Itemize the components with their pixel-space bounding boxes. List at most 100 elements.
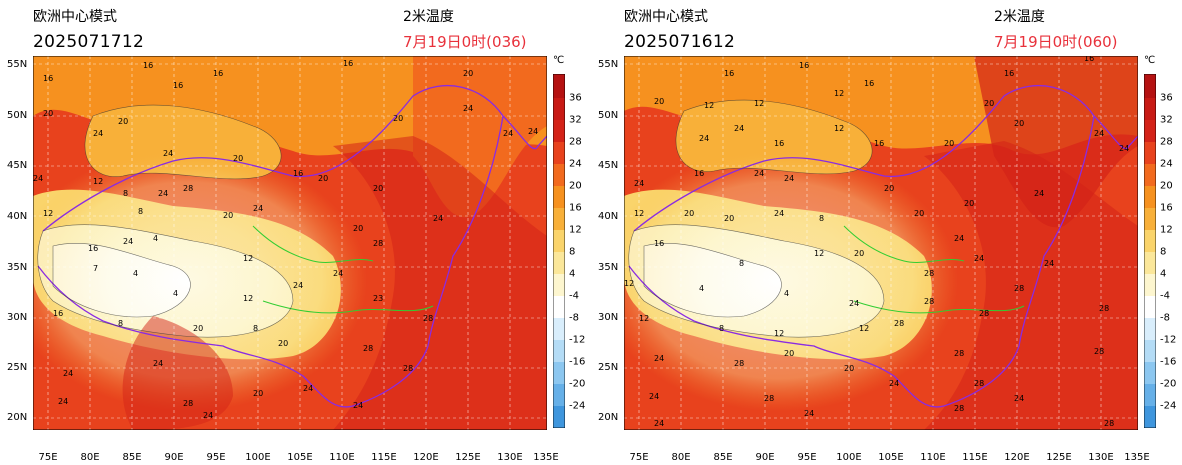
svg-text:20: 20 — [373, 184, 383, 193]
svg-text:28: 28 — [894, 319, 904, 328]
svg-text:28: 28 — [373, 239, 383, 248]
svg-text:8: 8 — [123, 189, 128, 198]
svg-text:24: 24 — [33, 174, 43, 183]
svg-text:24: 24 — [734, 124, 744, 133]
svg-text:8: 8 — [253, 324, 258, 333]
svg-text:20: 20 — [223, 211, 233, 220]
svg-text:12: 12 — [774, 329, 784, 338]
lon-label: 80E — [671, 452, 691, 463]
svg-text:24: 24 — [93, 129, 103, 138]
svg-text:12: 12 — [243, 254, 253, 263]
colorbar-label: -20 — [569, 378, 586, 390]
svg-text:28: 28 — [183, 399, 193, 408]
svg-text:24: 24 — [1034, 189, 1044, 198]
colorbar-label: 20 — [1160, 180, 1173, 192]
svg-text:24: 24 — [463, 104, 473, 113]
svg-text:24: 24 — [634, 179, 644, 188]
panel-right: 欧洲中心模式 2025071612 2米温度 7月19日0时(060) — [591, 0, 1182, 465]
east-china-hot — [924, 141, 1138, 430]
lon-label: 110E — [329, 452, 355, 463]
svg-text:24: 24 — [1119, 144, 1129, 153]
colorbar-label: 12 — [569, 224, 582, 236]
svg-text:12: 12 — [639, 314, 649, 323]
svg-text:4: 4 — [153, 234, 158, 243]
colorbar-label: -4 — [569, 290, 579, 302]
svg-text:12: 12 — [814, 249, 824, 258]
svg-text:28: 28 — [924, 297, 934, 306]
svg-text:28: 28 — [954, 404, 964, 413]
colorbar-unit: ℃ — [1144, 55, 1156, 66]
lat-label: 20N — [7, 412, 28, 423]
yellow-river — [843, 225, 965, 263]
svg-text:16: 16 — [724, 69, 734, 78]
svg-text:24: 24 — [503, 129, 513, 138]
svg-text:12: 12 — [834, 124, 844, 133]
svg-text:28: 28 — [1104, 419, 1114, 428]
lon-label: 95E — [797, 452, 817, 463]
svg-text:20: 20 — [684, 209, 694, 218]
gridlines — [33, 56, 547, 430]
svg-text:20: 20 — [463, 69, 473, 78]
lon-label: 80E — [80, 452, 100, 463]
svg-text:28: 28 — [1014, 284, 1024, 293]
svg-text:23: 23 — [373, 294, 383, 303]
svg-text:28: 28 — [1094, 347, 1104, 356]
svg-text:20: 20 — [964, 199, 974, 208]
svg-text:7: 7 — [93, 264, 98, 273]
lon-label: 130E — [1088, 452, 1114, 463]
svg-text:8: 8 — [118, 319, 123, 328]
colorbar-label: 4 — [569, 268, 576, 280]
valid-time: 7月19日0时(060) — [994, 33, 1118, 51]
svg-text:16: 16 — [213, 69, 223, 78]
lat-label: 35N — [598, 262, 619, 273]
svg-text:24: 24 — [528, 127, 538, 136]
colorbar-label: 8 — [1160, 246, 1167, 258]
svg-text:4: 4 — [173, 289, 178, 298]
svg-text:20: 20 — [1014, 119, 1024, 128]
svg-text:16: 16 — [53, 309, 63, 318]
lon-label: 75E — [38, 452, 58, 463]
lon-label: 75E — [629, 452, 649, 463]
svg-text:16: 16 — [43, 74, 53, 83]
svg-text:24: 24 — [654, 354, 664, 363]
svg-text:28: 28 — [363, 344, 373, 353]
colorbar-label: -12 — [1160, 334, 1177, 346]
east-china-hot — [333, 136, 547, 430]
svg-text:20: 20 — [884, 184, 894, 193]
svg-text:28: 28 — [924, 269, 934, 278]
svg-text:16: 16 — [799, 61, 809, 70]
colorbar-label: 12 — [1160, 224, 1173, 236]
svg-text:24: 24 — [654, 419, 664, 428]
lon-label: 135E — [1124, 452, 1150, 463]
svg-text:8: 8 — [138, 207, 143, 216]
svg-text:24: 24 — [253, 204, 263, 213]
svg-text:16: 16 — [343, 59, 353, 68]
lon-label: 120E — [1004, 452, 1030, 463]
variable-title: 2米温度 — [403, 9, 454, 25]
lat-label: 40N — [7, 211, 28, 222]
lat-label: 50N — [7, 110, 28, 121]
svg-text:20: 20 — [353, 224, 363, 233]
temperature-map: 16 16 16 16 16 20 12 12 12 20 20 24 24 24 16 12 16 2… — [624, 56, 1138, 430]
svg-text:16: 16 — [654, 239, 664, 248]
svg-text:28: 28 — [403, 364, 413, 373]
svg-text:16: 16 — [1004, 69, 1014, 78]
lon-label: 120E — [413, 452, 439, 463]
model-title: 欧洲中心模式 — [33, 9, 117, 25]
svg-text:12: 12 — [859, 324, 869, 333]
colorbar-label: -24 — [569, 400, 586, 412]
contour-labels: 16 16 16 16 16 20 20 20 20 24 24 20 16 20 20 24 24 2… — [33, 59, 538, 420]
svg-text:24: 24 — [954, 234, 964, 243]
svg-text:20: 20 — [724, 214, 734, 223]
model-title: 欧洲中心模式 — [624, 9, 708, 25]
svg-text:28: 28 — [183, 184, 193, 193]
svg-text:24: 24 — [1094, 129, 1104, 138]
svg-text:20: 20 — [318, 174, 328, 183]
svg-text:24: 24 — [163, 149, 173, 158]
svg-text:12: 12 — [624, 279, 634, 288]
colorbar-label: 8 — [569, 246, 576, 258]
temperature-map: 16 16 16 16 16 20 20 20 20 24 24 20 16 20 20 24 24 2… — [33, 56, 547, 430]
lon-label: 95E — [206, 452, 226, 463]
colorbar — [1144, 74, 1156, 428]
colorbar — [553, 74, 565, 428]
